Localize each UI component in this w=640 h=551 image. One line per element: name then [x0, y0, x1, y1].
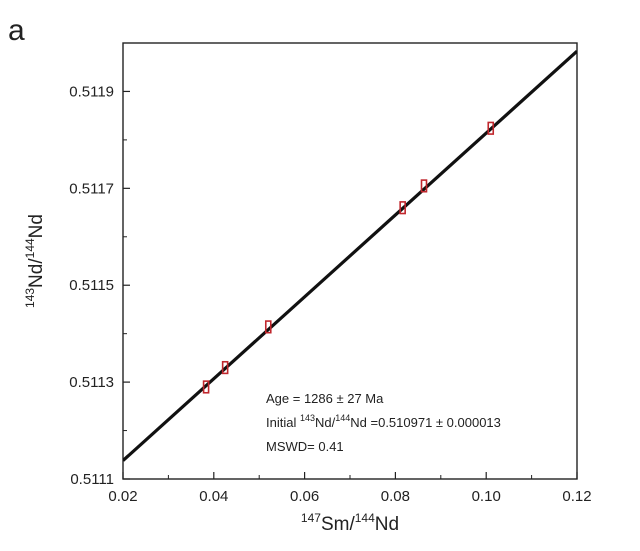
- data-point: [487, 121, 495, 135]
- y-axis-label: 143Nd/144Nd: [23, 214, 47, 308]
- x-label-sup-144: 144: [355, 511, 375, 525]
- annotation-age: Age = 1286 ± 27 Ma: [266, 391, 384, 406]
- data-point: [264, 320, 272, 334]
- y-tick-label: 0.5111: [70, 471, 114, 488]
- y-label-sup-144: 144: [23, 238, 37, 258]
- x-tick-label: 0.08: [381, 488, 410, 505]
- regression-line: [123, 50, 577, 462]
- x-tick-label: 0.06: [290, 488, 319, 505]
- y-tick-label: 0.5119: [69, 83, 114, 100]
- data-point: [420, 179, 428, 193]
- y-label-part-a: Nd/: [26, 258, 47, 288]
- annotation-initial-ratio: Initial 143Nd/144Nd =0.510971 ± 0.000013: [266, 413, 501, 430]
- y-tick-label: 0.5117: [69, 180, 114, 197]
- ann-sup-144: 144: [335, 413, 350, 423]
- data-point: [202, 380, 210, 394]
- data-point: [399, 201, 406, 215]
- y-tick-label: 0.5115: [69, 277, 114, 294]
- x-tick-label: 0.12: [562, 488, 591, 505]
- y-axis-ticks: 0.5111 0.5113 0.5115 0.5117 0.5119: [69, 42, 130, 488]
- x-label-sup-147: 147: [301, 511, 321, 525]
- y-tick-label: 0.5113: [69, 374, 114, 391]
- ann-sup-143: 143: [300, 413, 315, 423]
- data-points: [202, 121, 495, 394]
- ann-nd-slash: Nd/: [315, 415, 336, 430]
- regression-line-group: [123, 50, 577, 462]
- ann-initial-text: Initial: [266, 415, 300, 430]
- annotation-mswd: MSWD= 0.41: [266, 439, 344, 454]
- isochron-annotation: Age = 1286 ± 27 Ma Initial 143Nd/144Nd =…: [266, 391, 501, 454]
- ann-ratio-value: Nd =0.510971 ± 0.000013: [350, 415, 501, 430]
- x-axis-label: 147Sm/144Nd: [301, 511, 399, 535]
- data-point: [221, 360, 229, 375]
- x-tick-label: 0.10: [472, 488, 501, 505]
- x-axis-ticks: 0.02 0.04 0.06 0.08 0.10 0.12: [108, 472, 592, 505]
- panel-label: a: [8, 14, 25, 47]
- x-tick-label: 0.02: [108, 488, 137, 505]
- x-label-part-a: Sm/: [321, 514, 356, 535]
- x-label-part-b: Nd: [375, 514, 399, 535]
- x-tick-label: 0.04: [199, 488, 228, 505]
- y-label-part-b: Nd: [26, 214, 47, 238]
- y-label-sup-143: 143: [23, 288, 37, 308]
